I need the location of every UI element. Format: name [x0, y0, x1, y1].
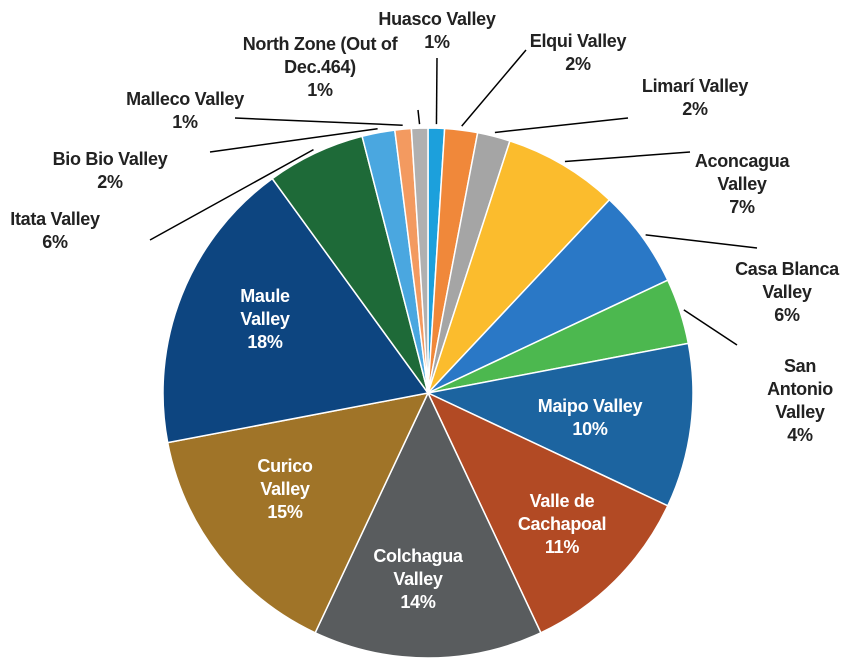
value-label: 2% [565, 54, 591, 74]
pie-slice [166, 391, 430, 634]
slice-label: Limarí Valley 2% [625, 75, 765, 121]
slice-label: North Zone (Out of Dec.464) 1% [240, 33, 400, 102]
slice-label: Curico Valley 15% [245, 455, 325, 524]
slice-label: Itata Valley 6% [0, 208, 110, 254]
leader-line [209, 128, 378, 153]
value-label: 7% [729, 197, 755, 217]
category-label: Elqui Valley [529, 31, 627, 51]
leader-line [435, 57, 438, 125]
slice-label: Maule Valley 18% [225, 285, 305, 354]
category-label: Itata Valley [10, 209, 100, 229]
category-label: Limarí Valley [641, 76, 749, 96]
category-label: North Zone (Out of Dec.464) [242, 34, 398, 77]
slice-label: Casa Blanca Valley 6% [732, 258, 842, 327]
value-label: 4% [787, 425, 813, 445]
category-label: Maipo Valley [537, 396, 643, 416]
slice-label: Malleco Valley 1% [105, 88, 265, 134]
value-label: 15% [267, 502, 303, 522]
slice-label: San Antonio Valley 4% [750, 355, 850, 447]
slice-label: Huasco Valley 1% [362, 8, 512, 54]
leader-line [234, 117, 403, 126]
value-label: 1% [424, 32, 450, 52]
category-label: San Antonio Valley [767, 356, 833, 422]
value-label: 1% [172, 112, 198, 132]
category-label: Aconcagua Valley [694, 151, 790, 194]
value-label: 11% [544, 537, 580, 557]
pie-slice [426, 391, 669, 634]
pie-slice [162, 177, 430, 444]
value-label: 14% [400, 592, 436, 612]
leader-line [149, 148, 314, 241]
category-label: Huasco Valley [378, 9, 496, 29]
category-label: Colchagua Valley [373, 546, 463, 589]
value-label: 6% [42, 232, 68, 252]
value-label: 2% [682, 99, 708, 119]
pie-slice [314, 391, 542, 659]
category-label: Maule Valley [240, 286, 290, 329]
value-label: 6% [774, 305, 800, 325]
leader-line [564, 151, 691, 163]
slice-label: Maipo Valley 10% [510, 395, 670, 441]
slice-label: Valle de Cachapoal 11% [507, 490, 617, 559]
leader-line [683, 309, 738, 346]
leader-line [461, 49, 527, 127]
value-label: 2% [97, 172, 123, 192]
category-label: Bio Bio Valley [52, 149, 168, 169]
value-label: 18% [247, 332, 283, 352]
category-label: Casa Blanca Valley [735, 259, 839, 302]
pie-slice [427, 140, 611, 394]
category-label: Malleco Valley [126, 89, 244, 109]
pie-slice [410, 127, 429, 394]
value-label: 1% [307, 80, 333, 100]
category-label: Curico Valley [257, 456, 313, 499]
slice-label: Bio Bio Valley 2% [35, 148, 185, 194]
value-label: 10% [572, 419, 608, 439]
leader-line [494, 117, 629, 134]
slice-label: Elqui Valley 2% [513, 30, 643, 76]
slice-label: Colchagua Valley 14% [368, 545, 468, 614]
leader-line [417, 109, 421, 125]
slice-label: Aconcagua Valley 7% [687, 150, 797, 219]
leader-line [645, 234, 758, 249]
category-label: Valle de Cachapoal [517, 491, 607, 534]
pie-slice [425, 342, 694, 507]
